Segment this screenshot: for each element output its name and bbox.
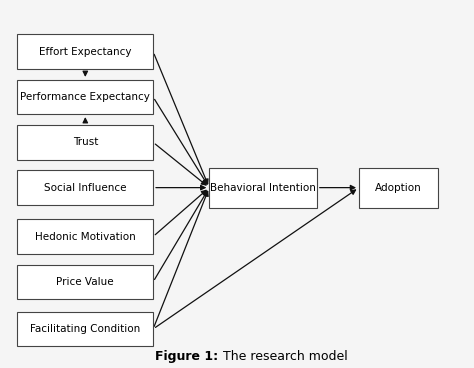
FancyBboxPatch shape xyxy=(18,265,153,299)
Text: Facilitating Condition: Facilitating Condition xyxy=(30,324,140,334)
FancyBboxPatch shape xyxy=(209,168,317,208)
FancyBboxPatch shape xyxy=(18,125,153,160)
Text: Adoption: Adoption xyxy=(375,183,422,192)
FancyBboxPatch shape xyxy=(18,219,153,254)
Text: Trust: Trust xyxy=(73,137,98,147)
FancyBboxPatch shape xyxy=(18,80,153,114)
Text: Figure 1:: Figure 1: xyxy=(155,350,219,362)
FancyBboxPatch shape xyxy=(18,35,153,69)
FancyBboxPatch shape xyxy=(18,170,153,205)
Text: Performance Expectancy: Performance Expectancy xyxy=(20,92,150,102)
Text: Hedonic Motivation: Hedonic Motivation xyxy=(35,231,136,241)
FancyBboxPatch shape xyxy=(18,312,153,346)
Text: Social Influence: Social Influence xyxy=(44,183,127,192)
Text: Effort Expectancy: Effort Expectancy xyxy=(39,47,132,57)
Text: Behavioral Intention: Behavioral Intention xyxy=(210,183,316,192)
Text: Price Value: Price Value xyxy=(56,277,114,287)
FancyBboxPatch shape xyxy=(359,168,438,208)
Text: The research model: The research model xyxy=(219,350,347,362)
